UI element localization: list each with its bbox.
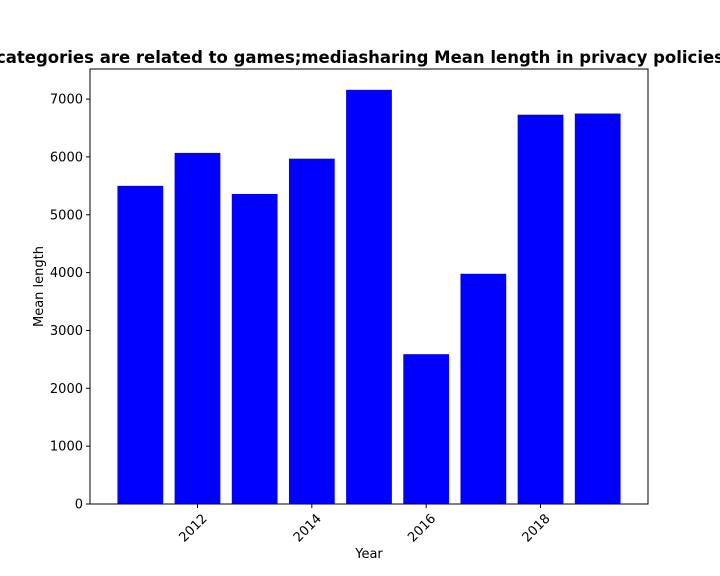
y-tick-label: 5000 — [50, 208, 83, 223]
x-axis-label: Year — [354, 547, 383, 562]
bar-2012 — [174, 152, 221, 504]
bar-2017 — [460, 273, 507, 504]
x-tick-label: 2016 — [405, 511, 439, 545]
y-tick-label: 3000 — [50, 324, 83, 339]
bar-2013 — [231, 193, 278, 504]
y-tick-label: 0 — [75, 498, 83, 513]
y-axis-label: Mean length — [32, 246, 47, 327]
bar-2014 — [288, 158, 335, 505]
x-tick-label: 2014 — [291, 511, 325, 545]
y-tick-label: 1000 — [50, 440, 83, 455]
chart-title: categories are related to games;mediasha… — [0, 48, 720, 67]
bar-2018 — [517, 114, 564, 505]
y-tick-label: 6000 — [50, 150, 83, 165]
x-tick-label: 2012 — [177, 511, 211, 545]
y-tick-label: 2000 — [50, 382, 83, 397]
plot-frame — [89, 68, 649, 505]
bar-2016 — [403, 354, 450, 504]
y-tick-label: 7000 — [50, 93, 83, 108]
x-axis: 2012 2014 2016 2018 — [177, 504, 554, 545]
bars-group — [117, 89, 621, 505]
bar-2011 — [117, 185, 164, 505]
y-tick-label: 4000 — [50, 266, 83, 281]
y-axis: 0 1000 2000 3000 4000 5000 6000 7000 — [50, 93, 90, 513]
bar-2015 — [346, 89, 392, 505]
bar-2019 — [574, 113, 621, 504]
x-tick-label: 2018 — [520, 511, 554, 545]
